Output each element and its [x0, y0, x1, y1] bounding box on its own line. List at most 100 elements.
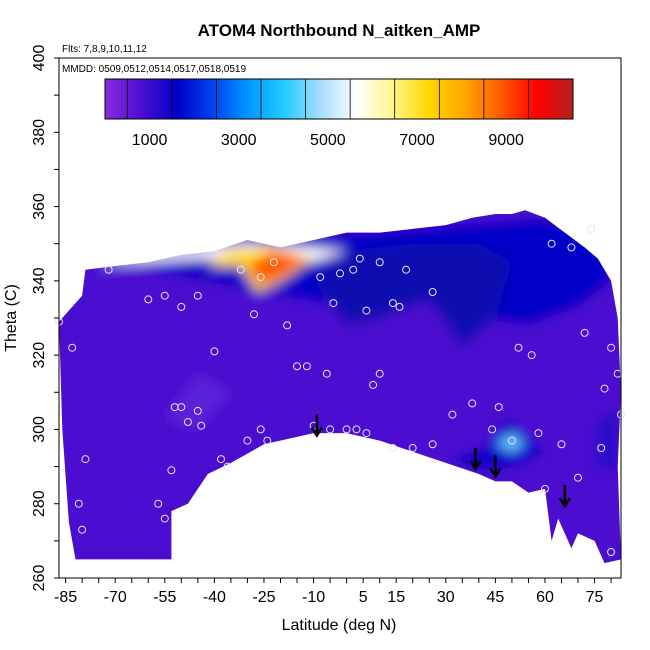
x-tick-label: 5 [359, 589, 368, 606]
observation-point [534, 429, 543, 438]
observation-point [574, 473, 582, 482]
observation-point [223, 462, 232, 471]
observation-point [302, 362, 311, 371]
observation-point [293, 362, 301, 371]
observation-point [256, 273, 265, 282]
y-tick-label: 300 [31, 416, 48, 443]
observation-point [263, 436, 272, 445]
observation-point [154, 499, 163, 508]
heatmap-surface [59, 210, 621, 564]
observation-point [428, 440, 437, 449]
y-axis: 260 280 300 320 340 360 380 400 [31, 45, 59, 591]
heat-north-light [495, 433, 526, 452]
y-tick-label: 400 [31, 45, 48, 72]
observation-point [514, 343, 523, 352]
observation-point [448, 410, 457, 419]
x-axis-label: Latitude (deg N) [282, 617, 397, 634]
x-tick-label: 75 [586, 589, 604, 606]
observation-point [236, 265, 245, 274]
observation-point [408, 444, 417, 452]
y-tick-label: 360 [31, 193, 48, 220]
colorbar [104, 78, 574, 120]
observation-point [256, 425, 265, 434]
observation-point [428, 288, 437, 296]
heat-red-core [247, 251, 307, 285]
observation-point [329, 299, 338, 308]
observation-point [316, 273, 325, 282]
observation-point [395, 302, 404, 311]
heat-south-blob [164, 373, 231, 430]
x-tick-label: -10 [302, 589, 325, 606]
observation-point [81, 455, 90, 464]
arrow-marker [310, 414, 323, 438]
observation-point [250, 310, 258, 319]
y-tick-label: 380 [31, 119, 48, 146]
x-tick-label: -25 [252, 589, 275, 606]
colorbar-tick-label: 5000 [310, 132, 346, 149]
arrows [310, 414, 571, 509]
y-tick-label: 320 [31, 342, 48, 369]
observation-point [322, 369, 331, 378]
x-tick-label: -70 [104, 589, 127, 606]
observation-point [326, 425, 335, 434]
observation-point [104, 265, 113, 274]
observation-point [177, 403, 186, 412]
observation-point [362, 429, 371, 438]
x-tick-label: -40 [203, 589, 226, 606]
observation-point [527, 351, 536, 360]
observation-point [210, 347, 219, 356]
observation-point [283, 321, 292, 330]
y-tick-label: 340 [31, 267, 48, 294]
observation-point [607, 343, 616, 352]
observation-point [160, 514, 169, 523]
observation-point [68, 343, 77, 352]
observation-point [607, 548, 616, 556]
x-tick-label: -85 [54, 589, 77, 606]
observation-point [507, 436, 516, 445]
observation-point [243, 436, 252, 445]
x-tick-label: 15 [387, 589, 405, 606]
observation-point [468, 399, 477, 408]
heat-edge-blob [594, 410, 618, 474]
observation-points [55, 224, 625, 556]
observation-point [375, 258, 384, 267]
observation-point [336, 269, 344, 278]
arrow-marker [489, 455, 502, 479]
observation-point [597, 444, 606, 452]
observation-point [375, 369, 384, 378]
observation-point [78, 525, 87, 534]
y-tick-label: 280 [31, 490, 48, 517]
y-axis-label: Theta (C) [3, 284, 20, 352]
observation-point [488, 425, 497, 434]
heat-dark-core [313, 243, 512, 348]
observation-point [193, 406, 202, 415]
observation-point [600, 384, 609, 393]
observation-point [217, 455, 225, 464]
observation-point [388, 444, 397, 452]
observation-point [193, 291, 202, 300]
observation-point [183, 418, 192, 426]
observation-point [197, 421, 206, 430]
observation-point [547, 239, 556, 248]
observation-point [494, 403, 503, 412]
observation-point [269, 258, 278, 267]
observation-point [74, 499, 83, 508]
observation-point [349, 265, 358, 274]
colorbar-tick-label: 1000 [132, 132, 168, 149]
flights-note: Flts: 7,8,9,10,11,12 [62, 44, 147, 55]
x-tick-label: 60 [536, 589, 554, 606]
observation-point [388, 299, 397, 308]
observation-point [352, 425, 361, 434]
x-tick-label: -55 [153, 589, 176, 606]
x-tick-label: 45 [486, 589, 504, 606]
x-tick-label: 30 [437, 589, 455, 606]
colorbar-tick-label: 3000 [221, 132, 257, 149]
mmdd-note: MMDD: 0509,0512,0514,0517,0518,0519 [62, 64, 246, 75]
colorbar-tick-label: 9000 [488, 132, 524, 149]
observation-point [587, 224, 596, 233]
observation-point [580, 328, 589, 337]
observation-point [369, 380, 378, 389]
observation-point [355, 254, 364, 263]
arrow-marker [469, 448, 482, 472]
